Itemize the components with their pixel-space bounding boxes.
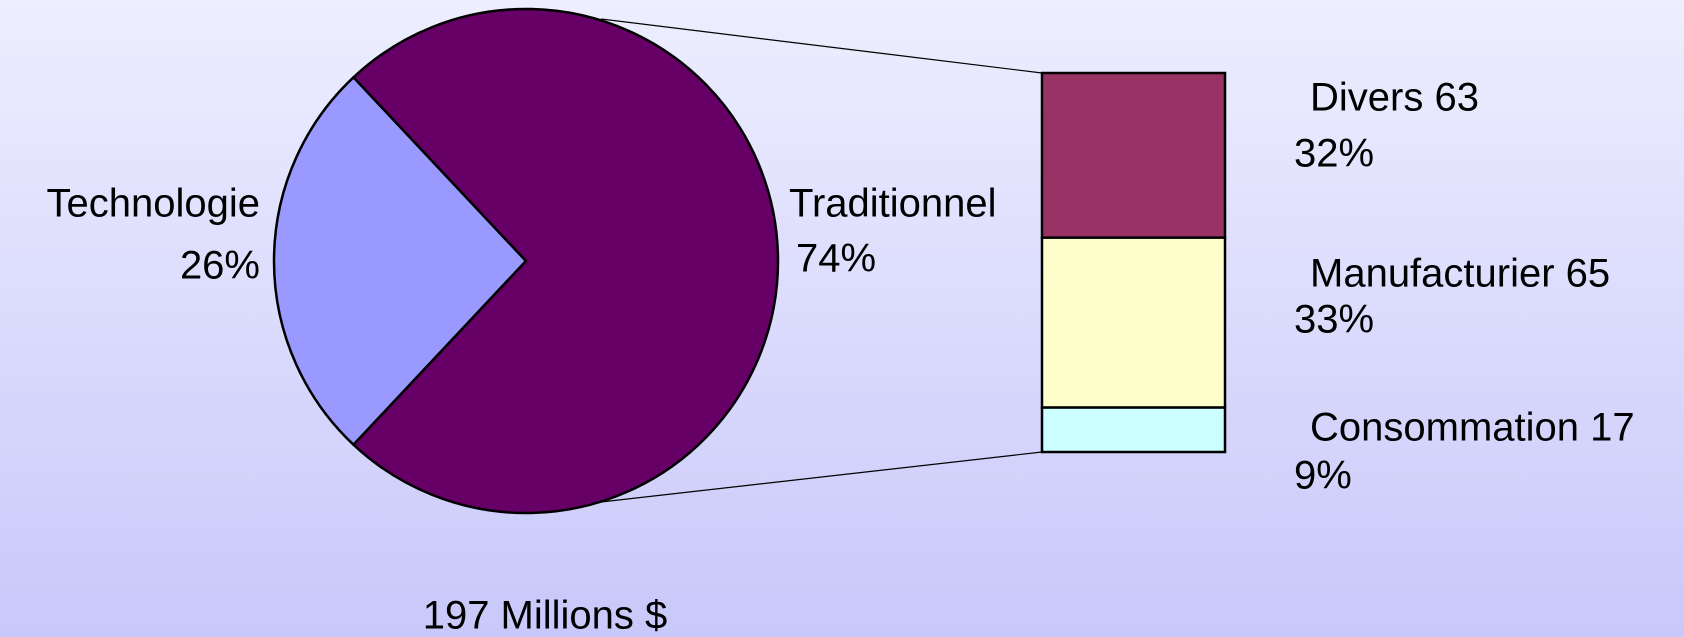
pie-value-label: 26% xyxy=(180,244,260,288)
bar-percent-label: 33% xyxy=(1294,298,1374,342)
pie-value-label: 74% xyxy=(796,237,876,281)
connector-line xyxy=(600,451,1043,503)
bar-percent-label: 32% xyxy=(1294,132,1374,176)
bar-segment xyxy=(1040,406,1227,454)
pie-slice xyxy=(272,76,528,446)
total-annotation: 197 Millions $ xyxy=(423,594,668,637)
bar-percent-label: 9% xyxy=(1294,454,1352,498)
pie-slice xyxy=(352,7,780,515)
bar-label: Divers 63 xyxy=(1310,76,1479,120)
bar-label: Manufacturier 65 xyxy=(1310,252,1610,296)
connector-line xyxy=(600,18,1043,74)
bar-label: Consommation 17 xyxy=(1310,406,1635,450)
pie-category-label: Technologie xyxy=(47,182,261,226)
pie-category-label: Traditionnel xyxy=(789,182,997,226)
bar-segment xyxy=(1040,236,1227,409)
bar-segment xyxy=(1040,71,1227,239)
